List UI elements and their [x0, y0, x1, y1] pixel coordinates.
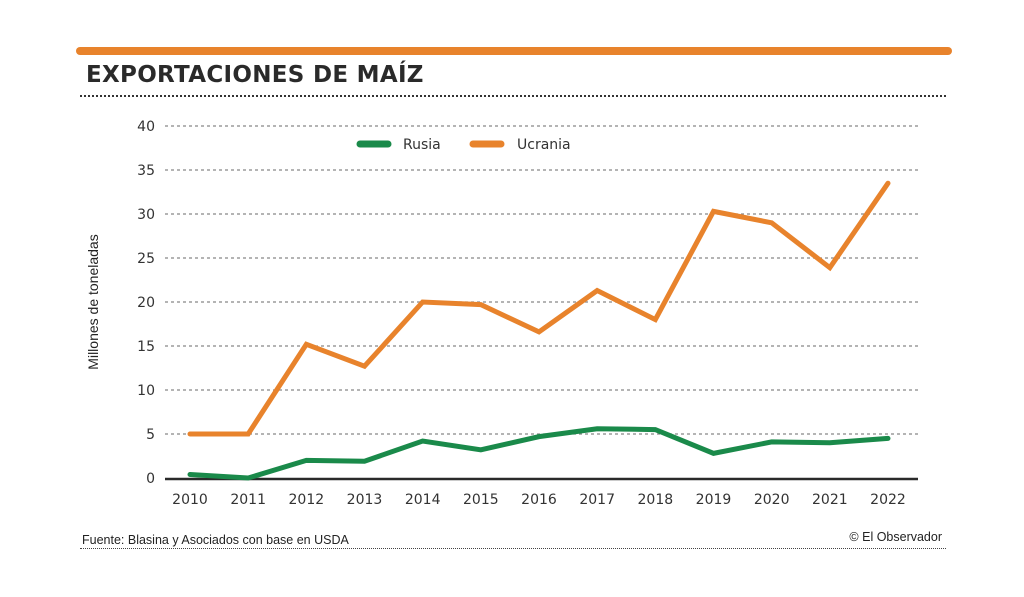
x-tick-label: 2012: [289, 492, 325, 508]
x-tick-label: 2022: [870, 492, 906, 508]
credit-note: © El Observador: [849, 530, 942, 544]
y-tick-label: 10: [137, 383, 155, 399]
x-tick-label: 2020: [754, 492, 790, 508]
accent-bar: [76, 47, 952, 55]
y-tick-label: 25: [137, 251, 155, 267]
x-tick-label: 2015: [463, 492, 499, 508]
y-tick-label: 5: [146, 427, 155, 443]
x-tick-label: 2010: [172, 492, 208, 508]
y-tick-label: 30: [137, 207, 155, 223]
x-tick-label: 2016: [521, 492, 557, 508]
y-tick-label: 15: [137, 339, 155, 355]
y-tick-label: 35: [137, 163, 155, 179]
series-line-ucrania: [187, 180, 891, 437]
series-line-rusia: [187, 426, 891, 481]
title-divider: [80, 95, 946, 97]
x-tick-labels: 2010 2011 2012 2013 2014 2015 2016 2017 2018 2019…: [172, 492, 906, 508]
legend-label-ucrania: Ucrania: [517, 137, 571, 153]
y-tick-label: 20: [137, 295, 155, 311]
y-tick-label: 0: [146, 471, 155, 487]
x-tick-label: 2017: [579, 492, 615, 508]
x-tick-label: 2019: [696, 492, 732, 508]
x-tick-label: 2018: [638, 492, 674, 508]
chart-title: EXPORTACIONES DE MAÍZ: [86, 62, 424, 88]
y-axis-label: Millones de toneladas: [85, 234, 101, 369]
x-tick-label: 2013: [347, 492, 383, 508]
series-lines: [187, 180, 891, 481]
source-note: Fuente: Blasina y Asociados con base en …: [82, 533, 349, 547]
x-tick-label: 2011: [230, 492, 266, 508]
x-tick-label: 2021: [812, 492, 848, 508]
x-tick-label: 2014: [405, 492, 441, 508]
y-tick-labels: 0 5 10 15 20 25 30 35 40: [137, 119, 155, 487]
footer-divider: [80, 548, 946, 549]
legend-label-rusia: Rusia: [403, 137, 441, 153]
legend: Rusia Ucrania: [356, 137, 571, 153]
y-tick-label: 40: [137, 119, 155, 135]
